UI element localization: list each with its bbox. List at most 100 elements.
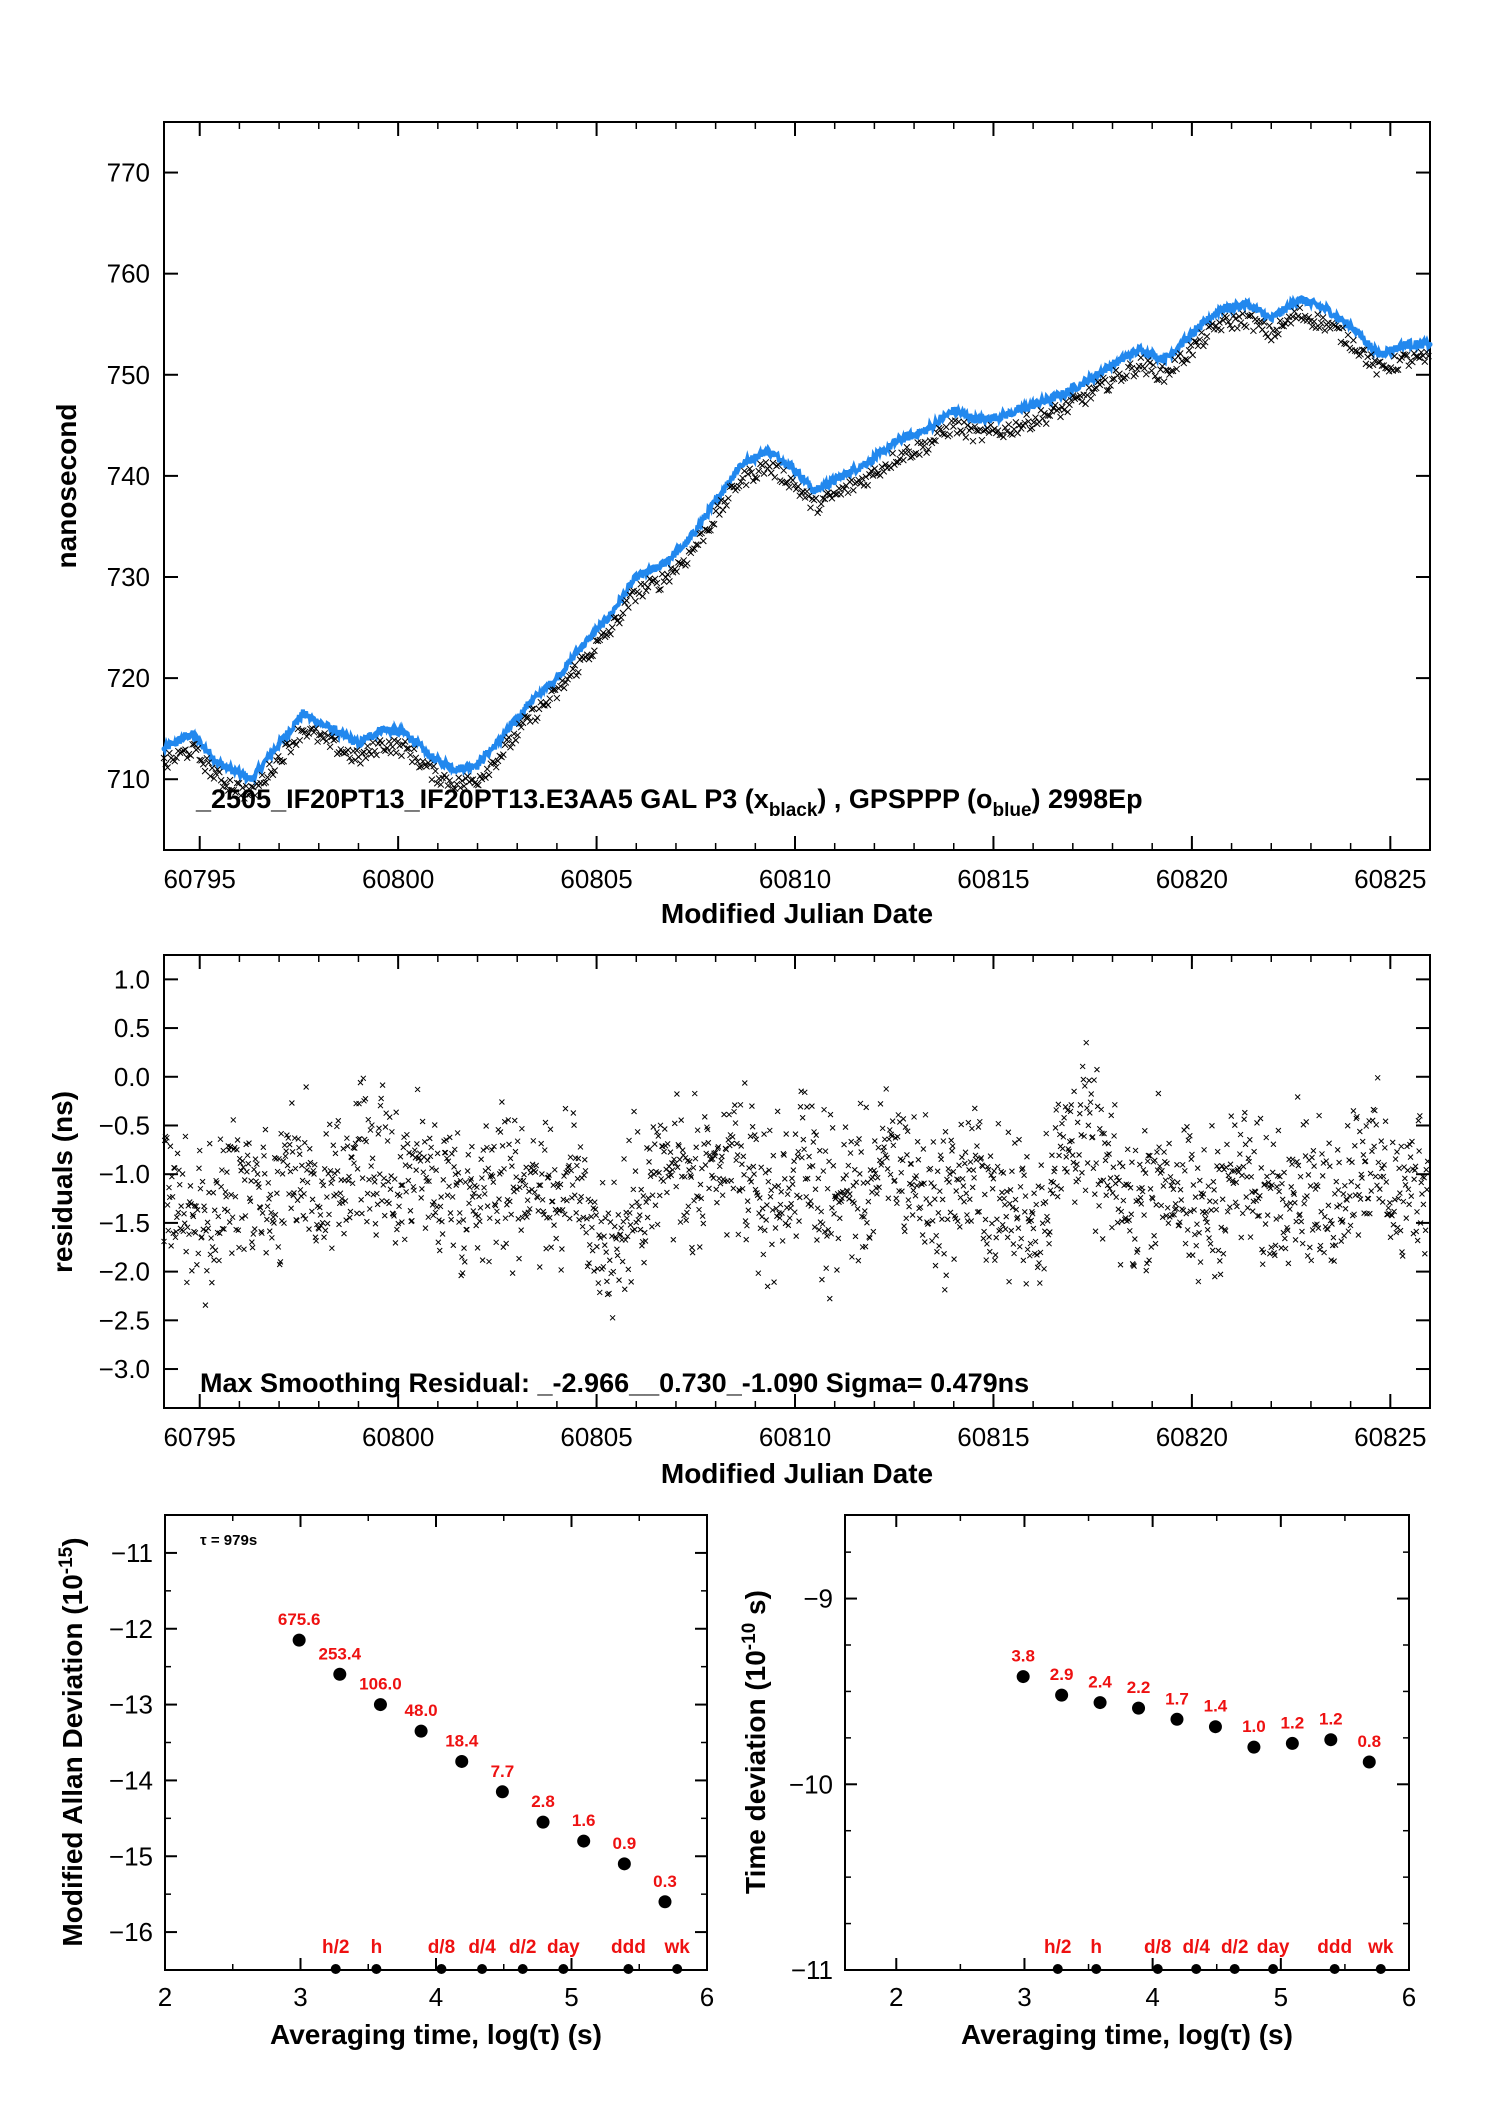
residual-point [1026, 1252, 1033, 1259]
mdev-y-axis-title: Modified Allan Deviation (10-15) [56, 1537, 88, 1946]
residual-point [526, 1188, 532, 1195]
residual-point [465, 1151, 472, 1158]
residual-point [452, 1171, 459, 1178]
marker-dot [436, 1964, 447, 1974]
residual-point [1335, 1187, 1342, 1193]
residual-point [449, 1150, 455, 1157]
residual-point [1336, 1159, 1342, 1166]
residual-point [1293, 1218, 1300, 1225]
x-tick-label: 60810 [759, 864, 831, 894]
residual-point [1044, 1218, 1051, 1224]
gal-p3-point [314, 738, 321, 745]
residual-point [378, 1095, 385, 1102]
gal-p3-point [1148, 367, 1155, 375]
residual-point [1039, 1220, 1046, 1227]
residual-point [618, 1225, 625, 1231]
residual-point [239, 1215, 245, 1222]
residual-point [766, 1167, 772, 1174]
residual-point [777, 1201, 784, 1208]
residual-point [885, 1195, 892, 1202]
residual-point [222, 1189, 229, 1195]
residual-point [1315, 1225, 1322, 1232]
residual-point [1259, 1246, 1265, 1253]
gal-p3-point [326, 743, 334, 751]
residual-point [1085, 1122, 1092, 1129]
gal-p3-point [1048, 407, 1055, 415]
residual-point [509, 1163, 515, 1169]
gpsppp-point [355, 741, 361, 747]
residual-point [211, 1207, 218, 1214]
residual-point [874, 1174, 881, 1181]
gal-p3-point [1289, 313, 1297, 321]
gal-p3-point [882, 461, 889, 468]
residual-point [1082, 1187, 1089, 1194]
gal-p3-point [1058, 403, 1066, 411]
residual-point [1416, 1148, 1422, 1154]
residual-point [1131, 1236, 1138, 1242]
residual-point [1116, 1177, 1122, 1184]
gal-p3-point [1069, 392, 1077, 399]
gal-p3-point [735, 482, 743, 490]
deviation-point [495, 1785, 509, 1799]
residual-point [1224, 1208, 1231, 1215]
residual-point [1044, 1213, 1050, 1220]
residual-point [1209, 1247, 1216, 1254]
residual-point [411, 1147, 418, 1154]
residual-point [307, 1159, 314, 1166]
residual-point [656, 1169, 662, 1176]
gpsppp-point [1244, 301, 1250, 307]
residual-point [765, 1178, 772, 1185]
gal-p3-point [387, 749, 395, 757]
gal-p3-point [298, 727, 305, 734]
residual-point [1099, 1236, 1106, 1242]
residual-point [190, 1213, 197, 1220]
residual-point [446, 1183, 452, 1190]
gal-p3-point [1082, 400, 1089, 408]
gpsppp-point [431, 756, 437, 762]
gal-p3-point [301, 728, 309, 736]
residual-point [1349, 1159, 1355, 1166]
residual-point [505, 1117, 512, 1123]
residual-point [741, 1080, 748, 1086]
residual-point [1354, 1183, 1361, 1190]
gal-p3-point [332, 735, 339, 743]
residual-point [1298, 1218, 1305, 1225]
marker-label: d/2 [509, 1937, 536, 1958]
gal-p3-point [228, 786, 236, 794]
residual-point [665, 1173, 672, 1180]
residual-point [922, 1111, 929, 1118]
y-tick-label: −15 [109, 1841, 153, 1871]
residual-point [1407, 1154, 1414, 1160]
residual-point [1080, 1076, 1087, 1083]
gal-p3-point [310, 728, 318, 736]
residual-point [1397, 1227, 1404, 1234]
residual-point [501, 1165, 507, 1172]
residual-point [333, 1191, 340, 1198]
residual-point [591, 1199, 598, 1206]
residual-point [1049, 1190, 1056, 1197]
marker-label: h/2 [1044, 1937, 1071, 1958]
gal-p3-point [937, 425, 945, 433]
residual-point [1193, 1242, 1200, 1249]
residual-point [516, 1255, 522, 1262]
y-tick-label: −14 [109, 1765, 153, 1795]
residual-point [929, 1218, 936, 1224]
residual-point [696, 1206, 702, 1213]
residual-point [640, 1193, 647, 1199]
gal-p3-point [1262, 330, 1270, 338]
residual-point [841, 1192, 848, 1199]
residual-point [371, 1179, 378, 1185]
residual-point [386, 1200, 392, 1207]
residual-point [796, 1218, 802, 1224]
residual-point [351, 1145, 358, 1151]
residual-point [304, 1179, 311, 1186]
residual-point [746, 1176, 753, 1182]
residual-point [1191, 1207, 1197, 1213]
residual-point [1414, 1208, 1420, 1215]
gal-p3-point [491, 759, 498, 767]
residual-point [319, 1178, 325, 1185]
gal-p3-point [1296, 304, 1304, 312]
gal-p3-point [371, 747, 379, 755]
residual-point [433, 1167, 440, 1174]
residual-point [1204, 1219, 1210, 1226]
